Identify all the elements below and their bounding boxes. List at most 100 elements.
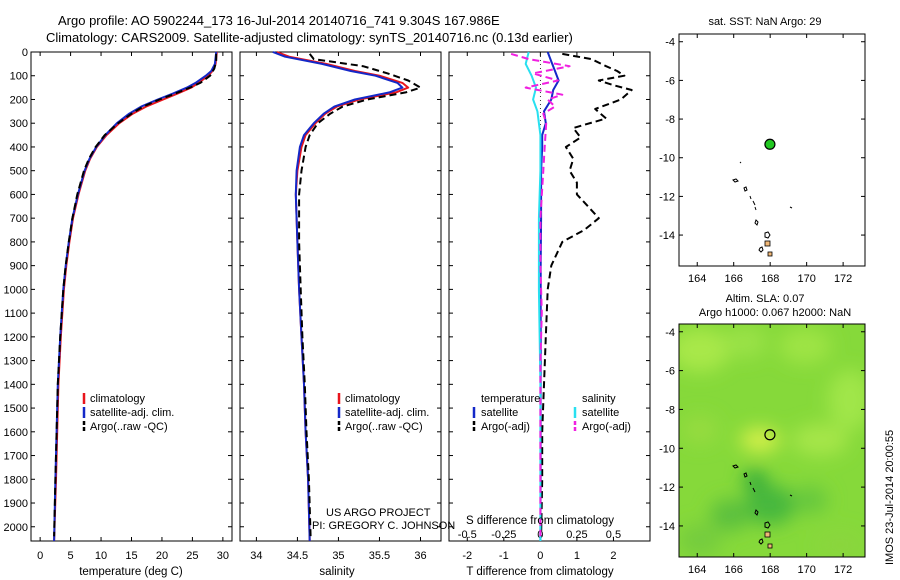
temp-satellite-line [53,51,218,542]
map-x-tick-label: 168 [761,273,779,285]
x-tick-label: 25 [186,550,198,562]
island-outline [732,178,739,183]
diff-t-satellite-line [539,51,560,542]
sla-anomaly-patch [740,428,780,452]
sla-anomaly-patch [779,328,831,364]
y-tick-label: 1800 [4,474,28,486]
x-tick-label: 35 [332,550,344,562]
island-land [767,251,773,257]
map-y-tick-label: -4 [665,37,675,49]
x-tick-label: 0 [37,550,43,562]
island-outline [789,494,793,497]
legend-label-s-argo: Argo(-adj) [582,421,631,433]
y-tick-label: 700 [10,213,28,225]
x-tick-label: 20 [156,550,168,562]
project-credit-line1: US ARGO PROJECT [326,507,431,519]
project-credit-line2: PI: GREGORY C. JOHNSON [312,520,455,532]
temperature-xlabel: temperature (deg C) [79,566,183,578]
sla-anomaly-patch [744,485,796,525]
salinity-panel-frame [239,51,442,542]
map-x-tick-label: 166 [725,564,743,576]
diff-t-xlabel: T difference from climatology [466,566,613,578]
map-y-tick-label: -12 [659,191,675,203]
map-x-tick-label: 168 [761,564,779,576]
header-line1: Argo profile: AO 5902244_173 16-Jul-2014… [58,13,500,28]
salinity-legend: climatology satellite-adj. clim. Argo(..… [337,393,429,433]
x-tick-label: -1 [499,550,509,562]
sla-anomaly-patch [710,499,750,531]
y-tick-label: 1500 [4,403,28,415]
sla-anomaly-patch [792,424,848,456]
y-tick-label: 500 [10,166,28,178]
y-tick-label: 200 [10,94,28,106]
map-x-tick-label: 170 [797,273,815,285]
island-outline [743,472,748,478]
x-tick-label: 5 [68,550,74,562]
x-tick-label: 15 [125,550,137,562]
sst-map-coastlines [732,161,793,253]
y-tick-label: 400 [10,142,28,154]
sla-map-title: Altim. SLA: 0.07 [726,293,805,305]
sla-anomaly-patch [682,416,718,444]
island-outline [739,161,742,164]
argo-location-marker [764,429,776,441]
y-tick-label: 900 [10,261,28,273]
legend-label-t-argo: Argo(-adj) [481,421,530,433]
map-x-tick-label: 164 [688,273,706,285]
sla-anomaly-patch [679,328,730,372]
island-land [767,543,773,549]
y-tick-label: 1100 [4,308,28,320]
island-outline [732,464,739,469]
y-tick-label: 1000 [4,284,28,296]
island-outline [749,195,757,211]
map-y-tick-label: -8 [665,404,675,416]
sla-anomaly-patch [679,524,722,556]
x-tick-label: 34 [250,550,262,562]
map-x-tick-label: 164 [688,564,706,576]
temperature-plot: 0100200300400500600700800900100011001200… [4,47,232,562]
sla-anomaly-patch [816,531,864,557]
map-x-tick-label: 172 [834,564,852,576]
temp-climatology-line [53,51,218,542]
island-land [764,531,771,538]
legend-label-satellite: satellite-adj. clim. [90,407,174,419]
map-y-tick-label: -14 [659,230,675,242]
x-tick-label: 0 [537,550,543,562]
x-tick-label: 30 [217,550,229,562]
island-outline [764,231,771,239]
island-outline [758,538,764,545]
legend-label-s-satellite: satellite [582,407,619,419]
map-x-tick-label: 166 [725,273,743,285]
y-tick-label: 300 [10,118,28,130]
y-tick-label: 1700 [4,451,28,463]
temp-argo-line [53,53,218,537]
header-line2: Climatology: CARS2009. Satellite-adjuste… [46,30,573,45]
map-y-tick-label: -12 [659,482,675,494]
x-tick-label: 36 [414,550,426,562]
legend-label-climatology: climatology [90,393,146,405]
island-outline [758,246,764,253]
sla-anomaly-patch [792,486,828,514]
legend-label-climatology: climatology [345,393,401,405]
diff-s-argo-line [510,52,571,537]
temperature-legend: climatology satellite-adj. clim. Argo(..… [82,393,174,433]
sal-climatology-line [276,51,410,542]
x-tick-label: -2 [462,550,472,562]
legend-label-argo: Argo(..raw -QC) [90,421,168,433]
map-y-tick-label: -14 [659,521,675,533]
diff-t-argo-line [540,52,633,537]
sla-map-frame [678,323,866,558]
difference-plot: -2 -1 0 1 2-0.5 -0.25 0 0.25 0.5 [449,51,650,562]
map-y-tick-label: -10 [659,153,675,165]
x-tick-label: 34.5 [287,550,308,562]
legend-label-argo: Argo(..raw -QC) [345,421,423,433]
sst-map-frame [678,33,866,267]
map-y-tick-label: -6 [665,366,675,378]
salinity-xlabel: salinity [319,566,354,578]
sla-anomaly-patch [828,370,865,430]
sla-anomaly-patch [743,470,767,490]
sst-map-axes: 164 166 168 170 172 -4 -6 -8 -10 -12 -14 [659,34,865,285]
timestamp-stamp: IMOS 23-Jul-2014 20:00:55 [884,430,896,565]
x-tick-top-label: 0.5 [606,529,621,541]
